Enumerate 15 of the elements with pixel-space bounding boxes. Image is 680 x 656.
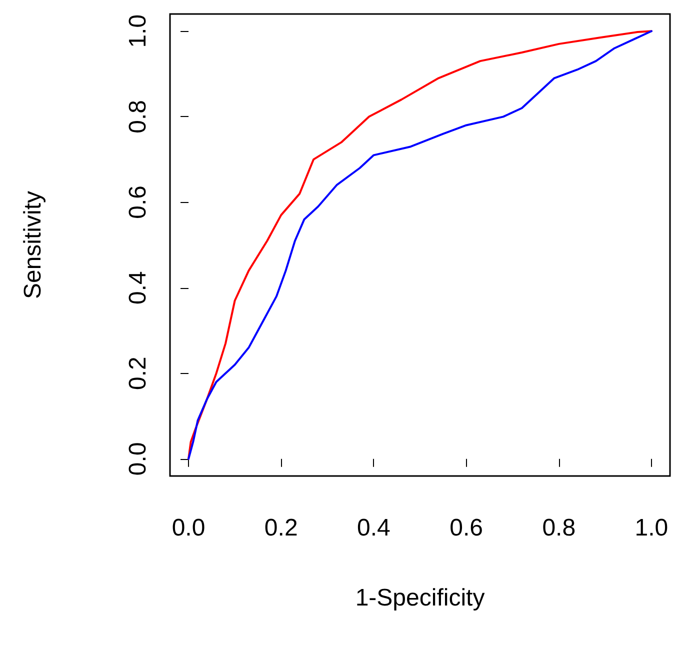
y-tick-label: 0.0 [124, 442, 152, 476]
x-tick-label: 1.0 [634, 514, 668, 542]
y-axis-title: Sensitivity [20, 190, 46, 300]
line-series [188, 30, 652, 460]
x-tick-label: 0.2 [264, 514, 298, 542]
y-tick-label: 1.0 [124, 14, 152, 48]
x-tick-label: 0.0 [172, 514, 206, 542]
x-axis-title: 1-Specificity [355, 584, 485, 612]
y-tick-label: 0.4 [124, 271, 152, 304]
y-tick-label: 0.8 [124, 100, 152, 134]
x-tick-label: 0.6 [450, 514, 483, 542]
x-tick-label: 0.4 [357, 514, 390, 542]
y-tick-label: 0.2 [124, 356, 152, 390]
x-tick-label: 0.8 [542, 514, 576, 542]
y-tick-label: 0.6 [124, 186, 152, 219]
